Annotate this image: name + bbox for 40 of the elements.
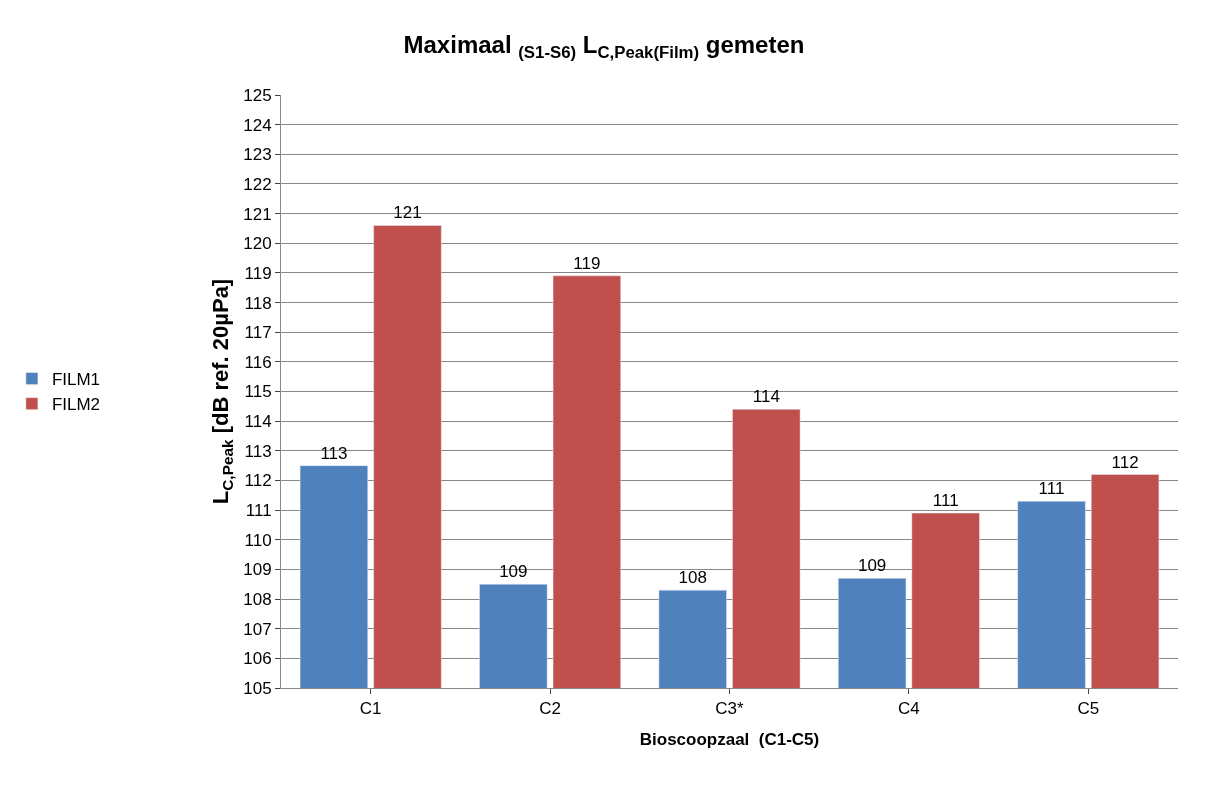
y-tick-label: 116 [244, 352, 272, 372]
data-label: 109 [499, 562, 528, 582]
data-label: 108 [678, 568, 707, 588]
y-tick-label: 113 [244, 441, 272, 461]
y-tick-label: 107 [243, 619, 272, 639]
y-tick-label: 110 [244, 530, 272, 550]
y-tick-label: 112 [244, 471, 272, 491]
x-tick-label: C2 [539, 699, 561, 719]
legend-label: FILM2 [51, 395, 101, 415]
y-tick-label: 117 [244, 323, 272, 343]
y-tick-label: 109 [243, 560, 272, 580]
x-tick-label: C1 [359, 699, 382, 719]
y-tick-label: 111 [245, 501, 272, 521]
x-tick-label: C4 [898, 699, 920, 719]
y-tick-label: 118 [244, 293, 272, 313]
y-tick-label: 120 [243, 234, 272, 254]
data-label: 113 [320, 443, 348, 463]
data-label: 119 [573, 253, 601, 273]
y-tick-label: 125 [243, 85, 272, 105]
y-tick-label: 115 [244, 382, 272, 402]
y-tick-label: 122 [243, 174, 272, 194]
data-label: 121 [393, 203, 422, 223]
y-tick-label: 114 [244, 412, 272, 432]
y-tick-label: 105 [243, 678, 272, 698]
chart-title: Maximaal $_{(S1-S6)}$ L$_{C,Peak(Film)}$ gemeten [403, 30, 805, 62]
x-tick-label: C5 [1077, 699, 1100, 719]
data-label: 111 [932, 491, 959, 511]
y-tick-label: 106 [243, 649, 272, 669]
y-tick-label: 124 [243, 115, 272, 135]
y-tick-label: 123 [243, 145, 272, 165]
data-label: 109 [857, 556, 887, 576]
y-tick-label: 108 [243, 590, 272, 609]
y-tick-label: 119 [244, 263, 272, 283]
data-label: 114 [752, 387, 780, 407]
data-label: 111 [1038, 479, 1065, 499]
y-tick-label: 121 [243, 204, 272, 224]
x-axis-title: Bioscoopzaal (C1-C5) [639, 729, 820, 749]
x-tick-label: C3* [715, 699, 745, 719]
legend-label: FILM1 [51, 370, 101, 390]
data-label: 112 [1111, 452, 1139, 472]
